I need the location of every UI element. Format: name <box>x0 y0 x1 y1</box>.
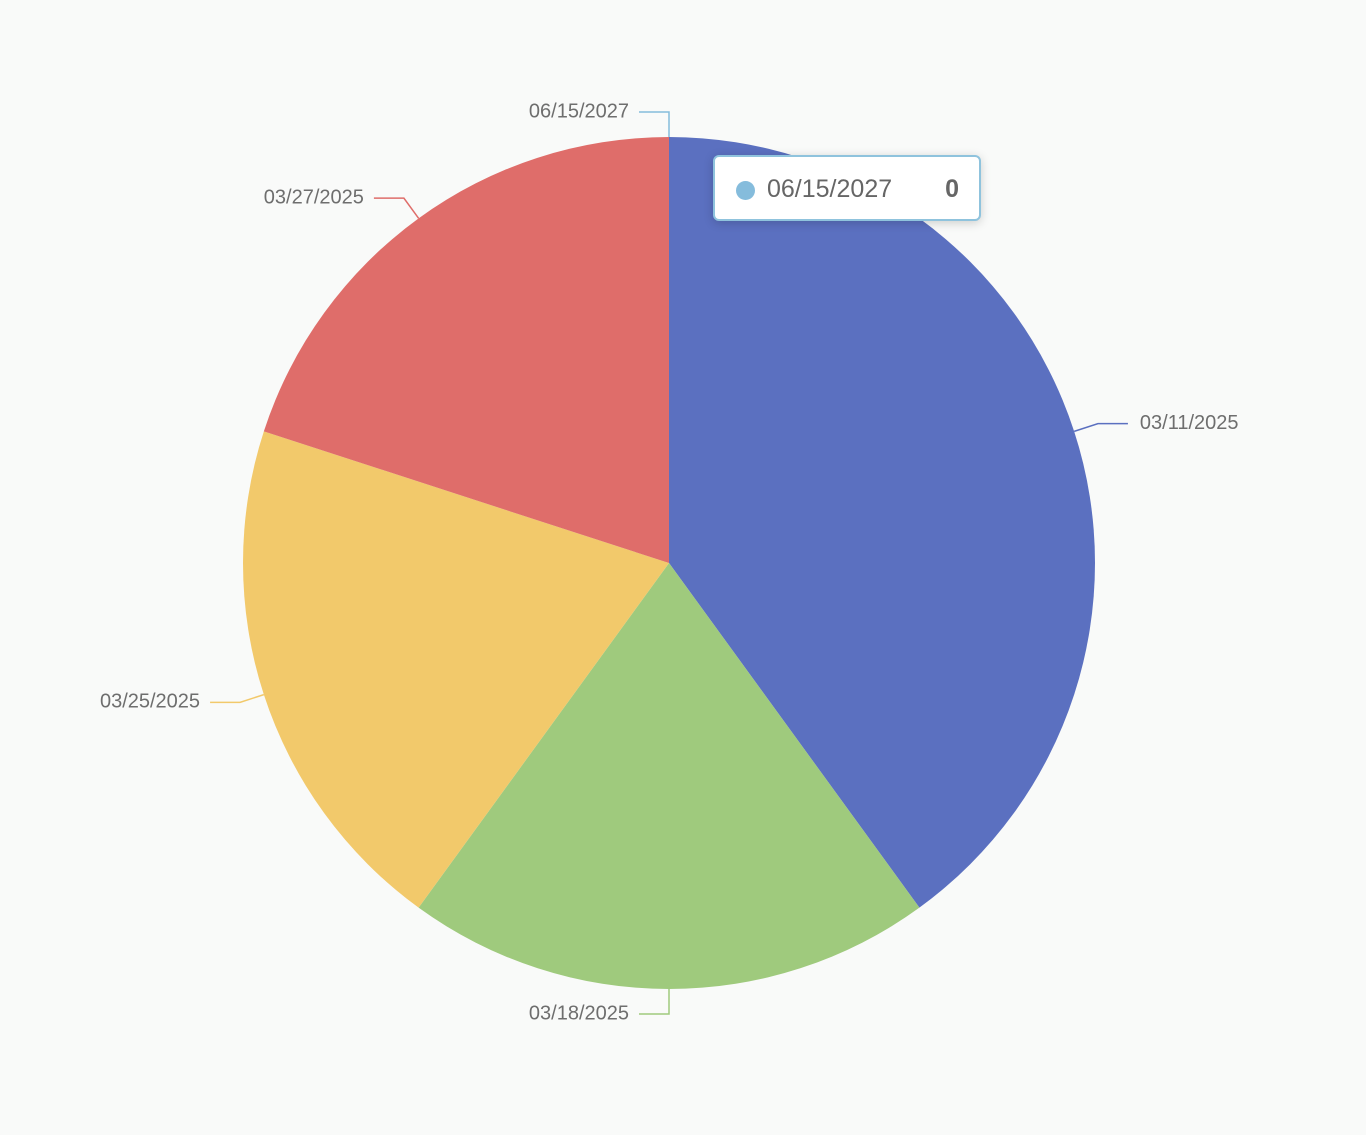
tooltip-label: 06/15/2027 <box>767 175 893 203</box>
label-line <box>373 197 420 219</box>
pie-slice <box>243 431 670 908</box>
slice-label: 06/15/2027 <box>529 100 629 122</box>
label-line <box>639 989 670 1015</box>
pie-slice <box>669 137 1096 908</box>
pie-slice <box>263 137 669 563</box>
label-line <box>210 693 265 704</box>
tooltip-marker <box>736 181 755 200</box>
pie-slice <box>418 563 920 990</box>
label-line <box>639 111 670 137</box>
label-line <box>1073 422 1128 433</box>
slice-label: 03/25/2025 <box>100 691 200 713</box>
slice-label: 03/11/2025 <box>1140 412 1239 434</box>
slice-label: 03/27/2025 <box>264 186 364 208</box>
tooltip-value: 0 <box>945 175 959 203</box>
tooltip: 06/15/2027 0 <box>713 155 981 221</box>
slice-label: 03/18/2025 <box>529 1002 629 1024</box>
